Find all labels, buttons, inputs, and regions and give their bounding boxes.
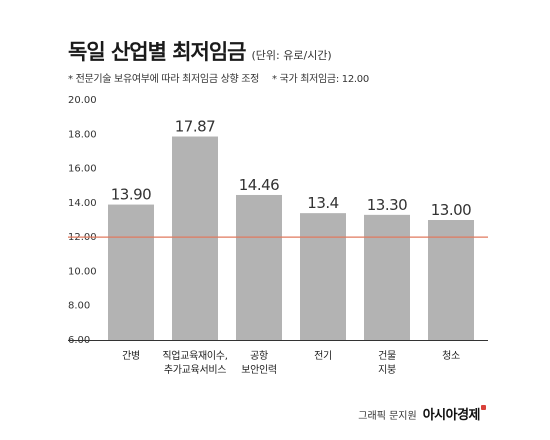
x-category-label: 지붕 (378, 364, 396, 376)
x-category-label: 전기 (314, 350, 332, 362)
y-tick-label: 20.00 (68, 95, 97, 106)
bar (236, 194, 282, 340)
bar-value-label: 14.46 (239, 176, 279, 194)
chart-notes: * 전문기술 보유여부에 따라 최저임금 상향 조정 * 국가 최저임금: 12… (68, 70, 379, 85)
bar (108, 204, 154, 340)
x-category-label: 간병 (122, 350, 140, 362)
credit-brand: 아시아경제 (422, 408, 481, 423)
bar (300, 213, 346, 340)
x-category-label: 청소 (442, 350, 460, 362)
bar-value-label: 13.4 (307, 194, 338, 212)
chart-title: 독일 산업별 최저임금 (68, 40, 247, 64)
note-skill-adjustment: * 전문기술 보유여부에 따라 최저임금 상향 조정 (68, 74, 260, 85)
note-national-minimum-wage: * 국가 최저임금: 12.00 (271, 74, 369, 85)
brand-logo-mark (481, 405, 486, 410)
bar-value-label: 13.90 (111, 186, 151, 204)
x-category-label: 추가교육서비스 (164, 364, 226, 376)
bar (428, 220, 474, 340)
bar (172, 136, 218, 340)
credit-label: 그래픽 문지원 (358, 411, 417, 422)
y-tick-label: 16.00 (68, 164, 97, 175)
x-category-label: 보안인력 (241, 364, 277, 376)
bar (364, 214, 410, 340)
bar-value-label: 17.87 (175, 118, 215, 136)
y-tick-label: 14.00 (68, 198, 97, 209)
x-category-label: 공항 (250, 350, 268, 362)
x-category-label: 직업교육재이수, (162, 349, 227, 362)
unit-note: (단위: 유로/시간) (251, 49, 332, 62)
y-tick-label: 10.00 (68, 266, 97, 277)
x-category-label: 건물 (378, 350, 396, 362)
chart-header: 독일 산업별 최저임금 (단위: 유로/시간) (68, 36, 332, 66)
y-tick-label: 8.00 (68, 301, 90, 312)
bar-value-label: 13.30 (367, 196, 407, 214)
bar-value-label: 13.00 (431, 201, 471, 219)
y-tick-label: 18.00 (68, 129, 97, 140)
credit: 그래픽 문지원 아시아경제 (358, 404, 486, 423)
